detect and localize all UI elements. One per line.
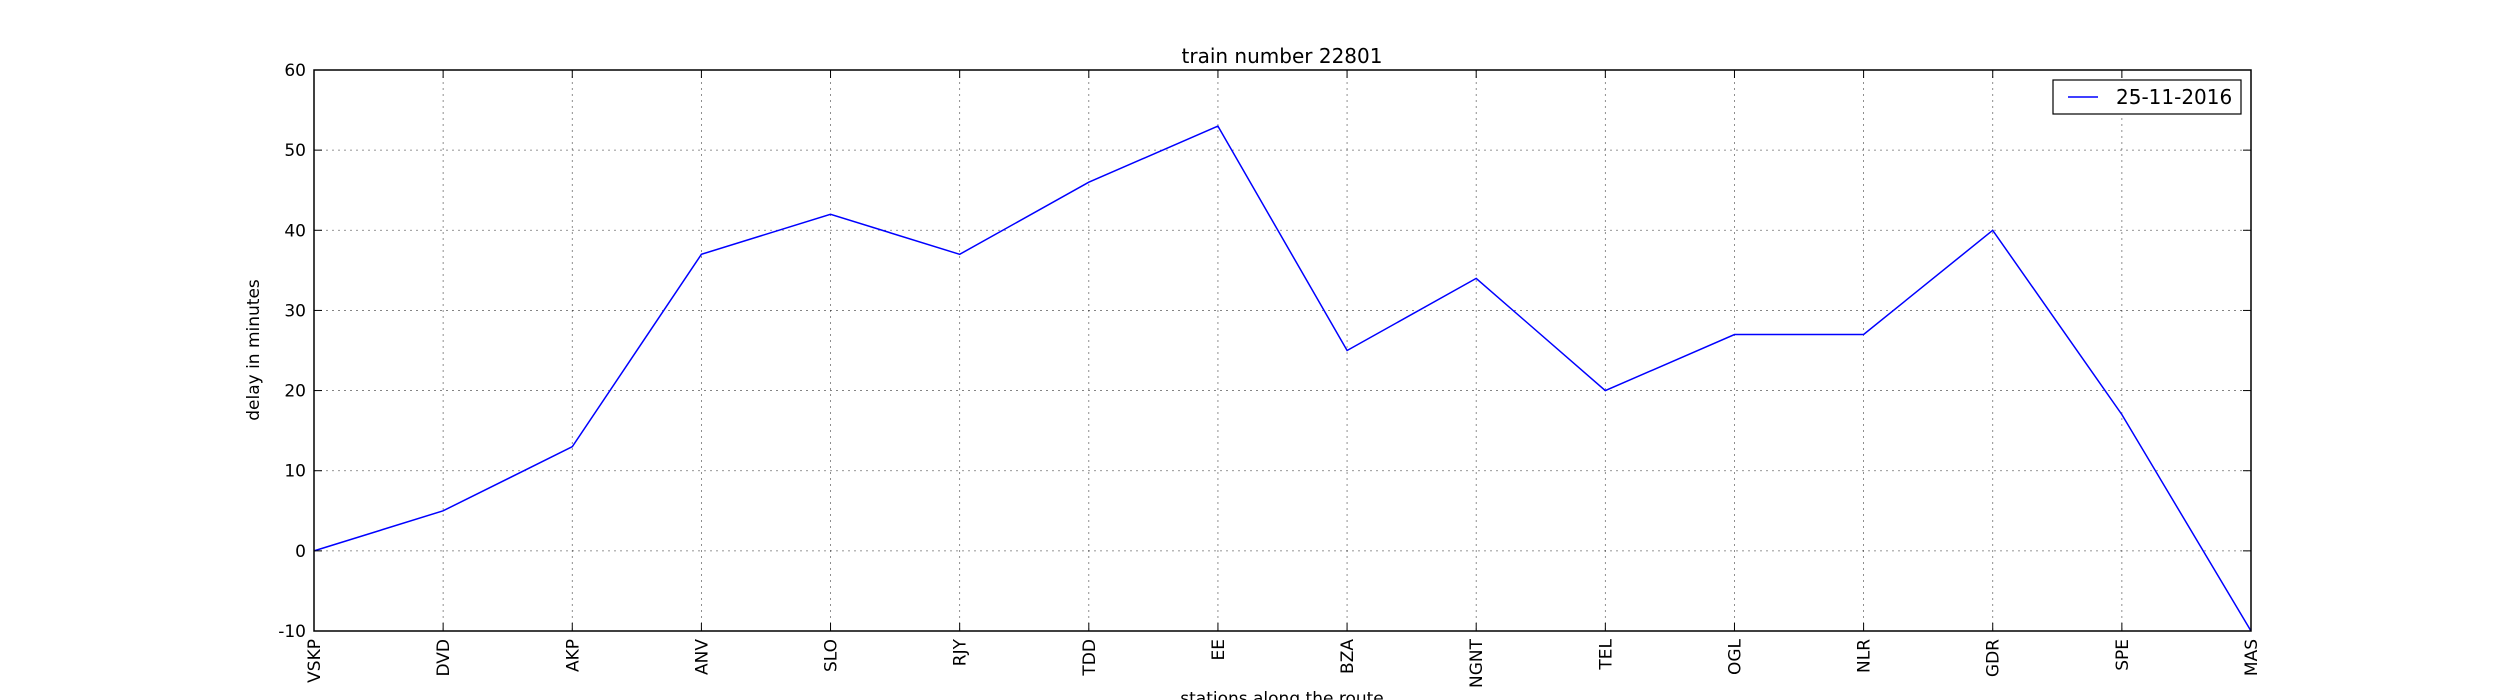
chart-title: train number 22801	[1182, 44, 1383, 68]
y-tick-label: -10	[278, 622, 306, 642]
grid	[313, 69, 2252, 632]
y-tick-label: 60	[284, 61, 306, 81]
x-tick-label-gdr: GDR	[1984, 639, 2004, 677]
x-tick-label-vskp: VSKP	[305, 639, 325, 683]
plot-frame	[313, 69, 2252, 632]
y-tick-label: 20	[284, 382, 306, 402]
y-tick-label: 10	[284, 462, 306, 482]
x-tick-label-dvd: DVD	[434, 639, 454, 677]
x-tick-label-akp: AKP	[563, 639, 583, 672]
x-tick-label-tel: TEL	[1596, 638, 1616, 670]
x-tick-label-anv: ANV	[692, 639, 712, 675]
series-layer	[313, 125, 2252, 632]
legend-entry: 25-11-2016	[2116, 85, 2232, 109]
x-tick-label-spe: SPE	[2113, 639, 2133, 671]
legend: 25-11-2016	[2052, 79, 2242, 115]
y-tick-label: 40	[284, 221, 306, 241]
x-tick-label-ngnt: NGNT	[1467, 638, 1487, 688]
ticks	[313, 69, 2252, 632]
x-tick-label-mas: MAS	[2242, 639, 2262, 676]
x-tick-label-rjy: RJY	[951, 638, 971, 666]
x-tick-label-slo: SLO	[822, 639, 842, 672]
x-tick-label-ee: EE	[1209, 639, 1229, 660]
y-tick-label: 50	[284, 141, 306, 161]
y-tick-label: 0	[295, 542, 306, 562]
x-tick-label-tdd: TDD	[1080, 639, 1100, 677]
x-tick-label-bza: BZA	[1338, 639, 1358, 674]
x-axis-label: stations along the route	[1180, 689, 1384, 700]
y-tick-labels: -10 0 10 20 30 40 50 60	[278, 61, 306, 642]
series-line	[313, 125, 2252, 632]
x-tick-labels: VSKP DVD AKP ANV SLO RJY TDD EE BZA NGNT TEL OGL NLR…	[305, 638, 2262, 688]
x-tick-label-nlr: NLR	[1855, 639, 1875, 673]
y-tick-label: 30	[284, 301, 306, 321]
x-tick-label-ogl: OGL	[1725, 638, 1745, 675]
y-axis-label: delay in minutes	[244, 279, 264, 421]
